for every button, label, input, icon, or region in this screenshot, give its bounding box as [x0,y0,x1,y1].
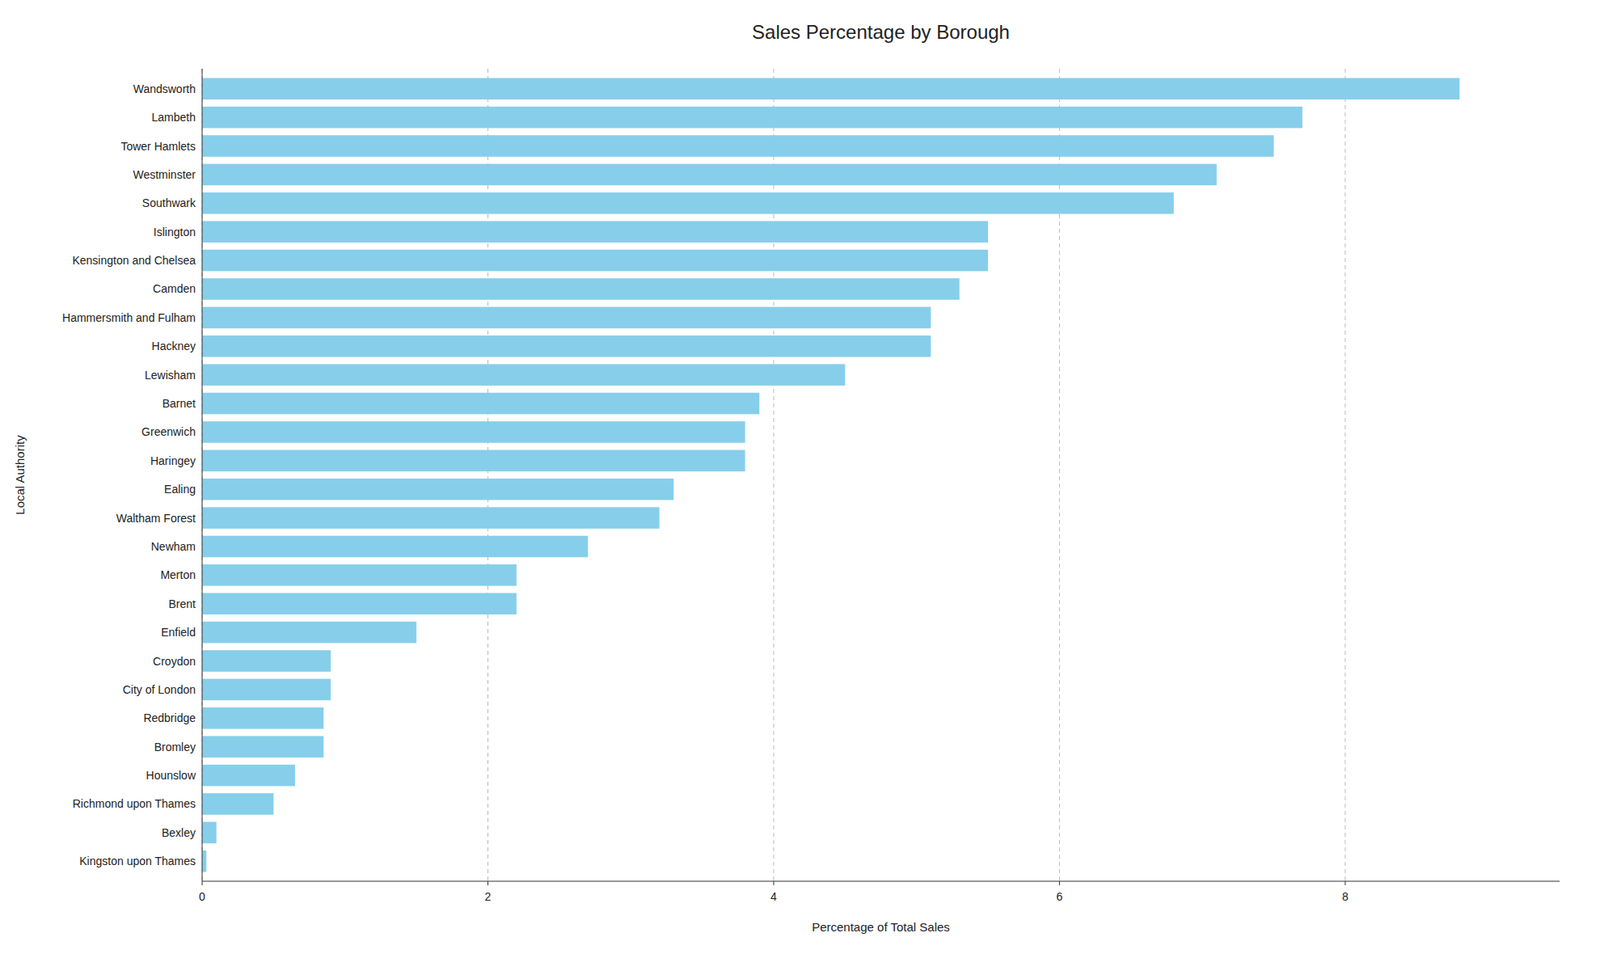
bar: Ealing: 3.3 [202,478,674,501]
bar: Enfield: 1.5 [202,621,417,644]
category-label: Redbridge [143,711,196,725]
category-axis-line [202,68,203,882]
category-label: Richmond upon Thames [72,797,196,811]
bar: Southwark: 6.8 [202,192,1174,215]
bars: Wandsworth: 8.8 Lambeth: 7.7 Tower Hamlets… [202,78,1460,873]
bar: Camden: 5.3 [202,278,960,300]
category-label: Tower Hamlets [120,139,196,153]
category-label: Kensington and Chelsea [71,253,196,267]
category-label: Wandsworth [133,82,196,96]
category-label: Waltham Forest [116,511,196,525]
value-axis-line [202,881,1560,883]
grid-line [487,68,489,882]
bar: Hackney: 5.1 [202,335,931,358]
category-label: Merton [160,568,196,582]
bar: Bexley: 0.1 [202,822,217,845]
tick-mark [1059,881,1060,886]
category-label: Barnet [162,396,196,410]
bar: Westminster: 7.1 [202,164,1217,186]
bar: Newham: 2.7 [202,536,588,558]
category-label: Enfield [160,625,196,639]
bar: Wandsworth: 8.8 [202,78,1460,101]
tick-mark [202,881,203,886]
x-axis-label: Percentage of Total Sales [811,920,950,934]
bar: Tower Hamlets: 7.5 [202,135,1275,157]
grid-line [772,68,774,882]
category-label: Newham [151,540,196,554]
bar: Kensington and Chelsea: 5.5 [202,249,988,272]
tick-label: 6 [1056,890,1064,904]
bar: Hammersmith and Fulham: 5.1 [202,307,931,330]
chart-container: Wandsworth: 8.8 Lambeth: 7.7 Tower Hamlets… [0,0,1600,954]
grid-line [1059,68,1060,882]
bar: Brent: 2.2 [202,592,517,615]
chart-svg: Wandsworth: 8.8 Lambeth: 7.7 Tower Hamlets… [0,0,1600,954]
grid-line [202,68,203,882]
axes: 0 2 4 6 8 Wandsworth Lambeth Tower Hamlets Westm… [62,68,1560,904]
tick-label: 0 [198,890,206,904]
tick-label: 4 [770,890,777,904]
category-label: Kingston upon Thames [79,854,196,868]
tick-mark [772,881,774,886]
category-label: Camden [152,282,196,296]
category-label: Haringey [150,454,196,468]
bar: Barnet: 3.9 [202,392,760,415]
bar: Kingston upon Thames: 0.03 [202,850,207,873]
category-label: Croydon [152,654,196,668]
bar: Richmond upon Thames: 0.5 [202,793,274,815]
category-label: City of London [122,683,196,697]
chart-title: Sales Percentage by Borough [751,21,1010,43]
tick-label: 8 [1342,890,1349,904]
tick-mark [1344,881,1346,886]
category-label: Southwark [142,196,197,210]
grid [202,68,1346,882]
bar: Croydon: 0.9 [202,650,331,672]
y-axis-label: Local Authority [12,434,27,516]
category-label: Hackney [151,339,196,353]
bar: City of London: 0.9 [202,679,331,701]
tick-label: 2 [485,890,492,904]
category-label: Bexley [161,826,196,840]
bar: Lewisham: 4.5 [202,363,845,386]
bar: Greenwich: 3.8 [202,421,746,444]
bar: Hounslow: 0.65 [202,764,296,787]
category-label: Islington [153,225,196,239]
bar: Redbridge: 0.85 [202,707,324,730]
category-label: Brent [168,597,197,611]
category-label: Bromley [154,740,196,754]
category-label: Lambeth [151,110,196,124]
category-label: Westminster [132,168,196,182]
tick-mark [487,881,489,886]
bar: Islington: 5.5 [202,220,988,243]
grid-line [1344,68,1346,882]
bar: Bromley: 0.85 [202,735,324,758]
category-label: Hammersmith and Fulham [62,311,196,325]
category-label: Ealing [164,482,196,496]
bar: Lambeth: 7.7 [202,106,1303,129]
category-label: Hounslow [146,768,197,782]
bar: Haringey: 3.8 [202,450,746,473]
bar: Waltham Forest: 3.2 [202,506,660,529]
bar: Merton: 2.2 [202,564,517,587]
category-label: Greenwich [141,425,196,439]
category-label: Lewisham [144,368,196,382]
background [0,0,1600,954]
